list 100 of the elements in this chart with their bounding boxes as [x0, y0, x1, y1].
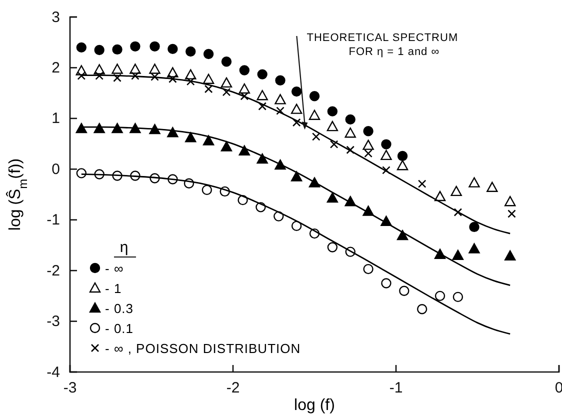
- point: [186, 46, 196, 57]
- point: [381, 278, 392, 288]
- y-tick-label: 1: [52, 110, 60, 128]
- point: [397, 150, 408, 162]
- legend-title: η: [120, 239, 128, 256]
- point: [504, 250, 516, 260]
- y-tick-label: -2: [46, 262, 60, 280]
- point: [508, 210, 516, 218]
- point: [203, 48, 214, 60]
- point: [399, 286, 410, 296]
- point: [256, 153, 268, 164]
- point: [308, 110, 320, 120]
- point: [292, 118, 301, 127]
- point: [257, 69, 268, 80]
- point: [396, 230, 408, 240]
- point: [418, 180, 426, 188]
- point: [291, 220, 302, 232]
- point: [94, 64, 105, 74]
- point: [185, 132, 196, 142]
- point: [363, 126, 374, 136]
- point: [344, 128, 356, 138]
- point: [312, 132, 320, 141]
- point: [434, 290, 446, 302]
- point: [94, 44, 104, 56]
- point: [274, 94, 286, 104]
- point: [77, 72, 86, 80]
- point: [276, 106, 284, 115]
- point: [202, 135, 214, 146]
- point: [382, 166, 390, 174]
- point: [240, 92, 249, 100]
- point: [434, 190, 446, 202]
- point: [450, 186, 462, 196]
- point: [468, 177, 480, 188]
- point: [112, 44, 122, 55]
- point: [327, 106, 338, 116]
- point: [362, 140, 374, 150]
- point: [469, 222, 480, 232]
- point: [186, 77, 195, 86]
- point: [486, 182, 498, 192]
- point: [221, 56, 232, 67]
- point: [452, 250, 464, 260]
- point: [504, 196, 516, 206]
- point: [149, 64, 160, 74]
- point: [290, 171, 302, 182]
- point: [150, 41, 160, 52]
- point: [185, 69, 196, 80]
- x-tick-label: -3: [63, 380, 77, 397]
- point: [131, 72, 140, 80]
- point: [364, 149, 372, 158]
- point: [130, 41, 140, 52]
- point: [95, 72, 104, 80]
- legend-label: - 0.3: [105, 301, 134, 316]
- legend-label: - 1: [105, 281, 122, 296]
- point: [238, 83, 250, 94]
- y-tick-label: -3: [46, 313, 60, 330]
- point: [290, 104, 302, 114]
- point: [345, 114, 356, 125]
- point: [238, 145, 250, 156]
- point: [416, 304, 428, 314]
- point: [468, 243, 480, 254]
- point: [291, 86, 302, 97]
- point: [76, 122, 88, 134]
- point: [168, 44, 178, 54]
- point: [239, 65, 250, 76]
- point: [363, 264, 374, 274]
- y-tick-label: 0: [52, 160, 60, 178]
- annotation: THEORETICAL SPECTRUM FOR η = 1 and ∞: [306, 32, 458, 58]
- legend-label: - ∞ , POISSON DISTRIBUTION: [105, 341, 301, 356]
- x-axis-title: log (f): [294, 397, 335, 414]
- point: [76, 42, 87, 53]
- point: [380, 150, 392, 160]
- point: [396, 160, 408, 170]
- point: [220, 77, 232, 88]
- point: [204, 84, 213, 94]
- point: [150, 72, 159, 81]
- legend-label: - ∞: [105, 261, 124, 276]
- point: [346, 146, 355, 154]
- y-tick-label: 2: [52, 60, 60, 77]
- x-tick-label: -1: [389, 380, 403, 397]
- legend-label: - 0.1: [105, 321, 134, 336]
- y-tick-label: -1: [46, 212, 60, 229]
- point: [222, 88, 231, 96]
- point: [202, 74, 214, 84]
- point: [168, 74, 177, 84]
- point: [113, 74, 122, 82]
- point: [220, 141, 232, 152]
- point: [202, 184, 212, 196]
- point: [275, 75, 286, 86]
- point: [258, 102, 266, 110]
- point: [256, 90, 268, 100]
- point: [452, 292, 464, 302]
- point: [327, 242, 338, 252]
- point: [454, 208, 462, 216]
- y-tick-label: 3: [52, 8, 60, 26]
- point: [130, 64, 141, 74]
- point: [381, 139, 392, 150]
- point: [326, 120, 338, 132]
- point: [326, 192, 338, 203]
- point: [330, 140, 338, 148]
- x-tick-label: -2: [226, 380, 240, 397]
